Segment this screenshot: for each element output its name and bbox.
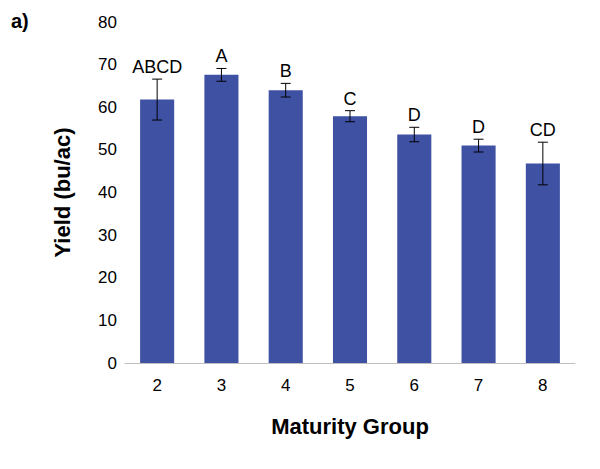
svg-text:80: 80 (98, 13, 117, 32)
svg-text:C: C (344, 89, 357, 109)
svg-text:20: 20 (98, 268, 117, 287)
svg-text:ABCD: ABCD (132, 57, 182, 77)
svg-text:CD: CD (530, 120, 556, 140)
svg-text:6: 6 (410, 376, 419, 395)
svg-text:a): a) (11, 10, 29, 32)
svg-text:30: 30 (98, 226, 117, 245)
svg-text:7: 7 (474, 376, 483, 395)
svg-text:4: 4 (281, 376, 290, 395)
svg-text:0: 0 (108, 354, 117, 373)
svg-text:5: 5 (345, 376, 354, 395)
svg-text:70: 70 (98, 55, 117, 74)
svg-text:Maturity Group: Maturity Group (271, 414, 429, 439)
svg-text:Yield (bu/ac): Yield (bu/ac) (50, 128, 75, 258)
svg-text:D: D (472, 117, 485, 137)
svg-text:D: D (408, 105, 421, 125)
svg-text:10: 10 (98, 311, 117, 330)
svg-text:60: 60 (98, 98, 117, 117)
svg-text:2: 2 (152, 376, 161, 395)
svg-text:8: 8 (538, 376, 547, 395)
svg-text:50: 50 (98, 140, 117, 159)
svg-text:B: B (280, 61, 292, 81)
svg-text:3: 3 (217, 376, 226, 395)
svg-text:40: 40 (98, 183, 117, 202)
svg-text:A: A (215, 46, 227, 66)
